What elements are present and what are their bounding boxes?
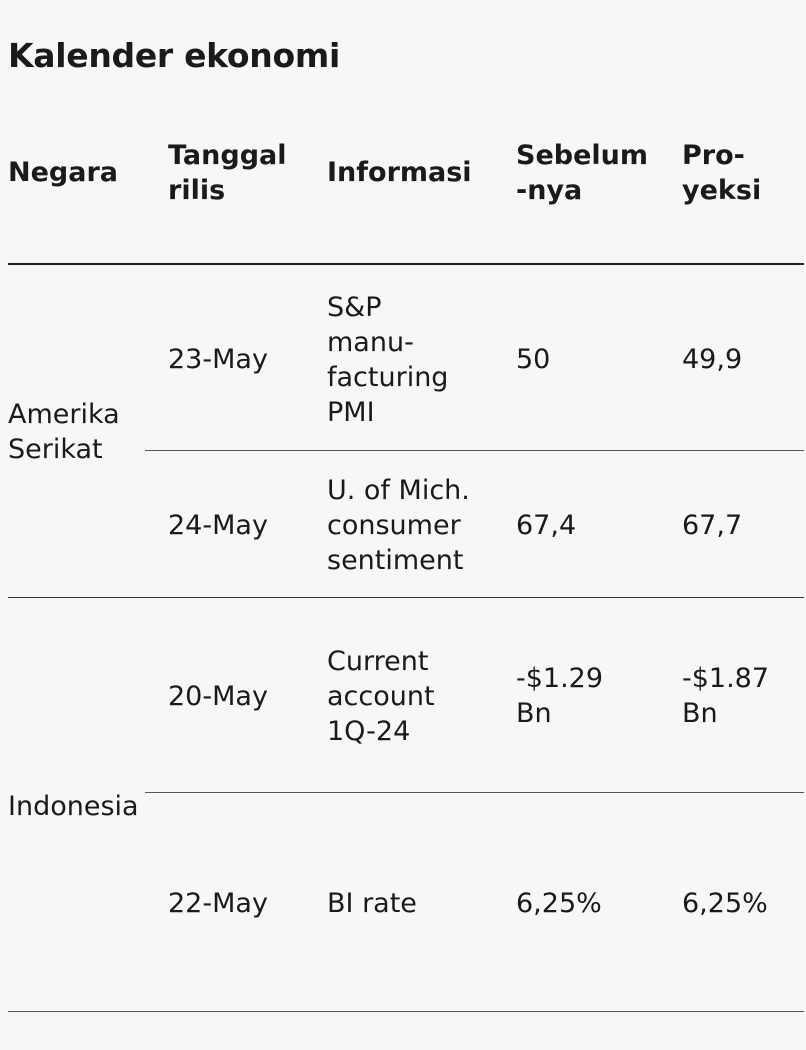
country-name-line-1: Indonesia — [8, 791, 139, 822]
country-name-line-1: Amerika — [8, 399, 120, 430]
projection-value-line-1: -$1.87 — [682, 663, 770, 694]
header-informasi: Informasi — [327, 157, 472, 188]
table-bottom-rule — [8, 1011, 804, 1012]
release-date: 24-May — [168, 510, 268, 541]
group-divider — [8, 597, 804, 598]
previous-value-line-1: -$1.29 — [516, 663, 604, 694]
info-line: 1Q-24 — [327, 716, 411, 747]
info-line: sentiment — [327, 545, 464, 576]
header-sebelum-line-1: Sebelum — [516, 140, 649, 171]
header-proyeksi-line-2: yeksi — [682, 175, 762, 206]
info-line: manu- — [327, 327, 414, 358]
row-divider — [145, 792, 804, 793]
info-line: Current — [327, 646, 429, 677]
release-date: 22-May — [168, 888, 268, 919]
previous-value: 67,4 — [516, 510, 577, 541]
previous-value: 6,25% — [516, 888, 602, 919]
header-negara: Negara — [8, 157, 118, 188]
info-line: BI rate — [327, 888, 417, 919]
previous-value: 50 — [516, 344, 551, 375]
info-line: PMI — [327, 397, 375, 428]
info-line: account — [327, 681, 435, 712]
info-line: consumer — [327, 510, 461, 541]
previous-value-line-2: Bn — [516, 698, 552, 729]
page-title: Kalender ekonomi — [8, 36, 340, 75]
header-tanggal-line-1: Tanggal — [168, 140, 287, 171]
row-divider — [145, 450, 804, 451]
projection-value: 67,7 — [682, 510, 743, 541]
release-date: 23-May — [168, 344, 268, 375]
projection-value: 49,9 — [682, 344, 743, 375]
projection-value: 6,25% — [682, 888, 768, 919]
release-date: 20-May — [168, 681, 268, 712]
header-sebelum-line-2: -nya — [516, 175, 583, 206]
header-tanggal-line-2: rilis — [168, 175, 226, 206]
header-proyeksi-line-1: Pro- — [682, 140, 745, 171]
header-divider — [8, 263, 804, 265]
country-name-line-2: Serikat — [8, 434, 103, 465]
info-line: facturing — [327, 362, 449, 393]
projection-value-line-2: Bn — [682, 698, 718, 729]
info-line: S&P — [327, 292, 382, 323]
info-line: U. of Mich. — [327, 475, 470, 506]
